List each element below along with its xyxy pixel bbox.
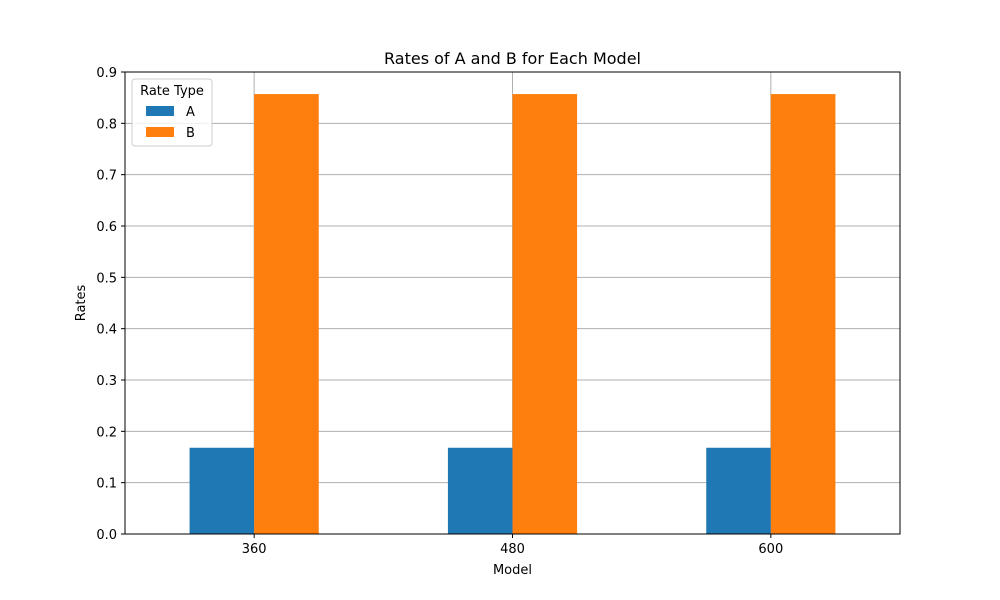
- y-axis-label: Rates: [74, 284, 89, 321]
- bars: [189, 94, 836, 534]
- x-tick-label: 600: [758, 542, 783, 557]
- bar-b-600: [770, 94, 836, 534]
- legend-swatch-a: [146, 106, 174, 116]
- legend: Rate Type A B: [131, 78, 213, 147]
- y-tick-label: 0.5: [96, 271, 117, 286]
- y-tick-label: 0.3: [96, 374, 117, 389]
- y-tick-label: 0.8: [96, 117, 117, 132]
- bar-a-600: [706, 447, 771, 534]
- x-axis: 360 480 600: [242, 534, 783, 557]
- y-tick-label: 0.2: [96, 425, 117, 440]
- legend-swatch-b: [146, 127, 174, 137]
- y-axis: 0.0 0.1 0.2 0.3 0.4 0.5 0.6 0.7 0.8 0.9: [96, 66, 125, 543]
- legend-label-b: B: [186, 126, 195, 141]
- bar-b-480: [512, 94, 578, 534]
- chart-title: Rates of A and B for Each Model: [384, 49, 641, 68]
- y-tick-label: 0.4: [96, 323, 117, 338]
- legend-label-a: A: [186, 105, 195, 120]
- x-tick-label: 360: [242, 542, 267, 557]
- legend-title: Rate Type: [140, 84, 204, 99]
- y-tick-label: 0.6: [96, 220, 117, 235]
- y-tick-label: 0.7: [96, 169, 117, 184]
- y-tick-label: 0.1: [96, 477, 117, 492]
- bar-b-360: [254, 94, 319, 534]
- y-tick-label: 0.0: [96, 528, 117, 543]
- x-axis-label: Model: [493, 563, 532, 578]
- y-tick-label: 0.9: [96, 66, 117, 81]
- bar-a-360: [189, 447, 255, 534]
- bar-a-480: [447, 447, 513, 534]
- x-tick-label: 480: [500, 542, 525, 557]
